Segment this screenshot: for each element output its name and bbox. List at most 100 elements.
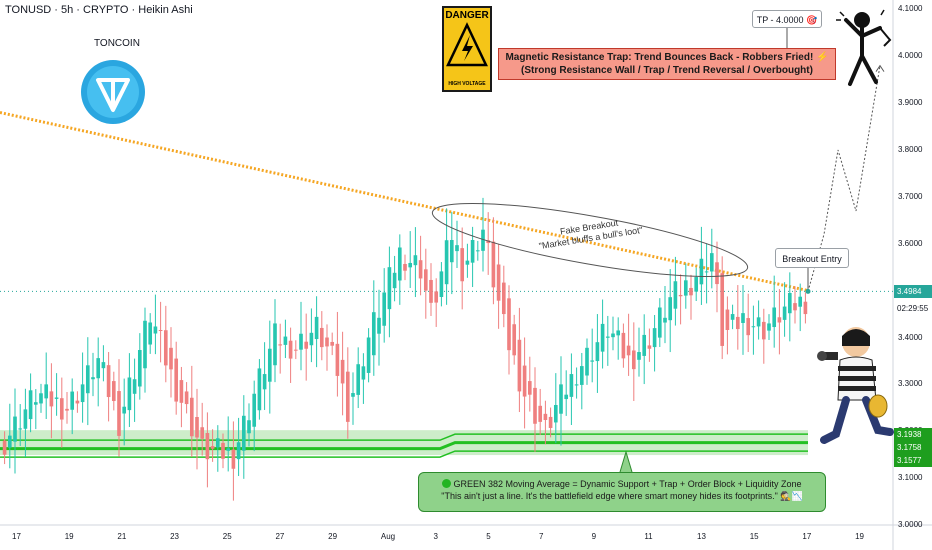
- high-voltage-label: HIGH VOLTAGE: [448, 81, 486, 87]
- candle-body: [28, 390, 33, 420]
- candle-body: [647, 345, 652, 349]
- candle-body: [122, 406, 127, 414]
- green-callout-text-1: GREEN 382 Moving Average = Dynamic Suppo…: [453, 479, 802, 489]
- candle-body: [559, 384, 563, 414]
- candle-body: [689, 287, 693, 296]
- resistance-trap-banner: Magnetic Resistance Trap: Trend Bounces …: [498, 48, 836, 80]
- candle-body: [481, 229, 485, 251]
- candle-body: [174, 358, 179, 402]
- candle-body: [637, 352, 641, 360]
- candle-body: [569, 374, 574, 397]
- candle-body: [455, 245, 459, 252]
- candle-body: [319, 327, 324, 348]
- date-tick-label: 17: [802, 532, 812, 541]
- candle-body: [533, 387, 537, 424]
- candle-body: [85, 365, 90, 394]
- tp-label: TP - 4.0000 🎯: [752, 10, 822, 28]
- candle-body: [304, 341, 309, 349]
- candle-body: [236, 442, 241, 460]
- candle-body: [70, 391, 75, 410]
- candle-body: [59, 398, 64, 420]
- date-tick-label: 13: [697, 532, 706, 541]
- candle-body: [673, 281, 678, 309]
- candle-body: [137, 350, 142, 387]
- candle-body: [18, 428, 23, 430]
- candle-body: [678, 294, 683, 297]
- candle-body: [507, 298, 511, 351]
- candle-body: [777, 317, 782, 323]
- candle-body: [361, 366, 366, 380]
- candle-body: [564, 394, 569, 400]
- fake-breakout-ellipse: [431, 203, 749, 277]
- candle-body: [756, 317, 761, 327]
- candle-body: [621, 332, 626, 359]
- candle-body: [434, 291, 439, 303]
- candle-body: [273, 323, 277, 366]
- candle-body: [668, 297, 673, 321]
- candle-body: [111, 381, 116, 402]
- candle-body: [330, 341, 335, 346]
- candle-body: [543, 413, 548, 420]
- candle-body: [2, 440, 7, 455]
- green-ma-line: [0, 450, 808, 458]
- candle-body: [13, 416, 17, 442]
- date-tick-label: 9: [591, 532, 597, 541]
- candle-body: [741, 313, 745, 323]
- candle-body: [288, 340, 293, 359]
- candle-body: [418, 260, 423, 279]
- candle-body: [226, 448, 231, 451]
- candle-body: [709, 253, 714, 272]
- candle-body: [231, 449, 236, 469]
- candle-body: [351, 393, 355, 397]
- candle-body: [356, 364, 361, 395]
- candle-body: [449, 240, 454, 263]
- candle-body: [694, 277, 699, 292]
- price-tick-label: 3.9000: [898, 98, 923, 108]
- candle-body: [548, 416, 553, 428]
- candle-body: [33, 402, 38, 405]
- candle-body: [590, 360, 595, 362]
- date-tick-label: 7: [538, 532, 544, 541]
- candle-body: [44, 384, 49, 399]
- candle-body: [39, 393, 43, 404]
- price-tick-label: 3.6000: [898, 238, 923, 248]
- candle-body: [158, 329, 163, 331]
- candle-body: [403, 263, 407, 271]
- date-tick-label: 3: [433, 532, 438, 541]
- candle-body: [465, 260, 470, 265]
- candle-body: [153, 326, 158, 334]
- candle-body: [486, 240, 491, 244]
- candle-body: [377, 317, 381, 334]
- candle-body: [413, 255, 418, 266]
- danger-sign: DANGER HIGH VOLTAGE: [442, 6, 492, 92]
- orange-ma-line: [0, 111, 809, 293]
- candle-body: [195, 417, 199, 438]
- date-tick-label: 15: [749, 532, 759, 541]
- candle-body: [80, 384, 85, 403]
- price-tick-label: 3.8000: [898, 145, 923, 154]
- candle-body: [335, 343, 340, 376]
- callout-pointer: [619, 450, 633, 473]
- candle-body: [715, 262, 719, 285]
- candle-body: [767, 323, 771, 331]
- candle-body: [491, 241, 496, 288]
- candle-body: [205, 433, 210, 460]
- candle-body: [746, 318, 751, 336]
- date-tick-label: 27: [275, 532, 285, 541]
- price-tick-label: 4.1000: [898, 4, 923, 14]
- candle-body: [210, 446, 215, 449]
- breakout-entry-label: Breakout Entry: [775, 248, 849, 268]
- candle-body: [611, 333, 615, 338]
- chart-header: TONUSD · 5h · CRYPTO · Heikin Ashi: [5, 4, 193, 16]
- price-tag: 3.1938: [894, 428, 932, 441]
- date-tick-label: 23: [170, 532, 179, 541]
- price-tick-label: 4.0000: [898, 51, 923, 61]
- candle-body: [163, 330, 168, 366]
- date-tick-label: 29: [328, 532, 338, 541]
- robber-icon: [817, 327, 894, 444]
- candle-body: [631, 350, 636, 370]
- banner-line-1: Magnetic Resistance Trap: Trend Bounces …: [505, 52, 829, 63]
- candle-body: [517, 339, 522, 392]
- price-tick-label: 3.7000: [898, 191, 923, 201]
- date-tick-label: 11: [644, 532, 653, 541]
